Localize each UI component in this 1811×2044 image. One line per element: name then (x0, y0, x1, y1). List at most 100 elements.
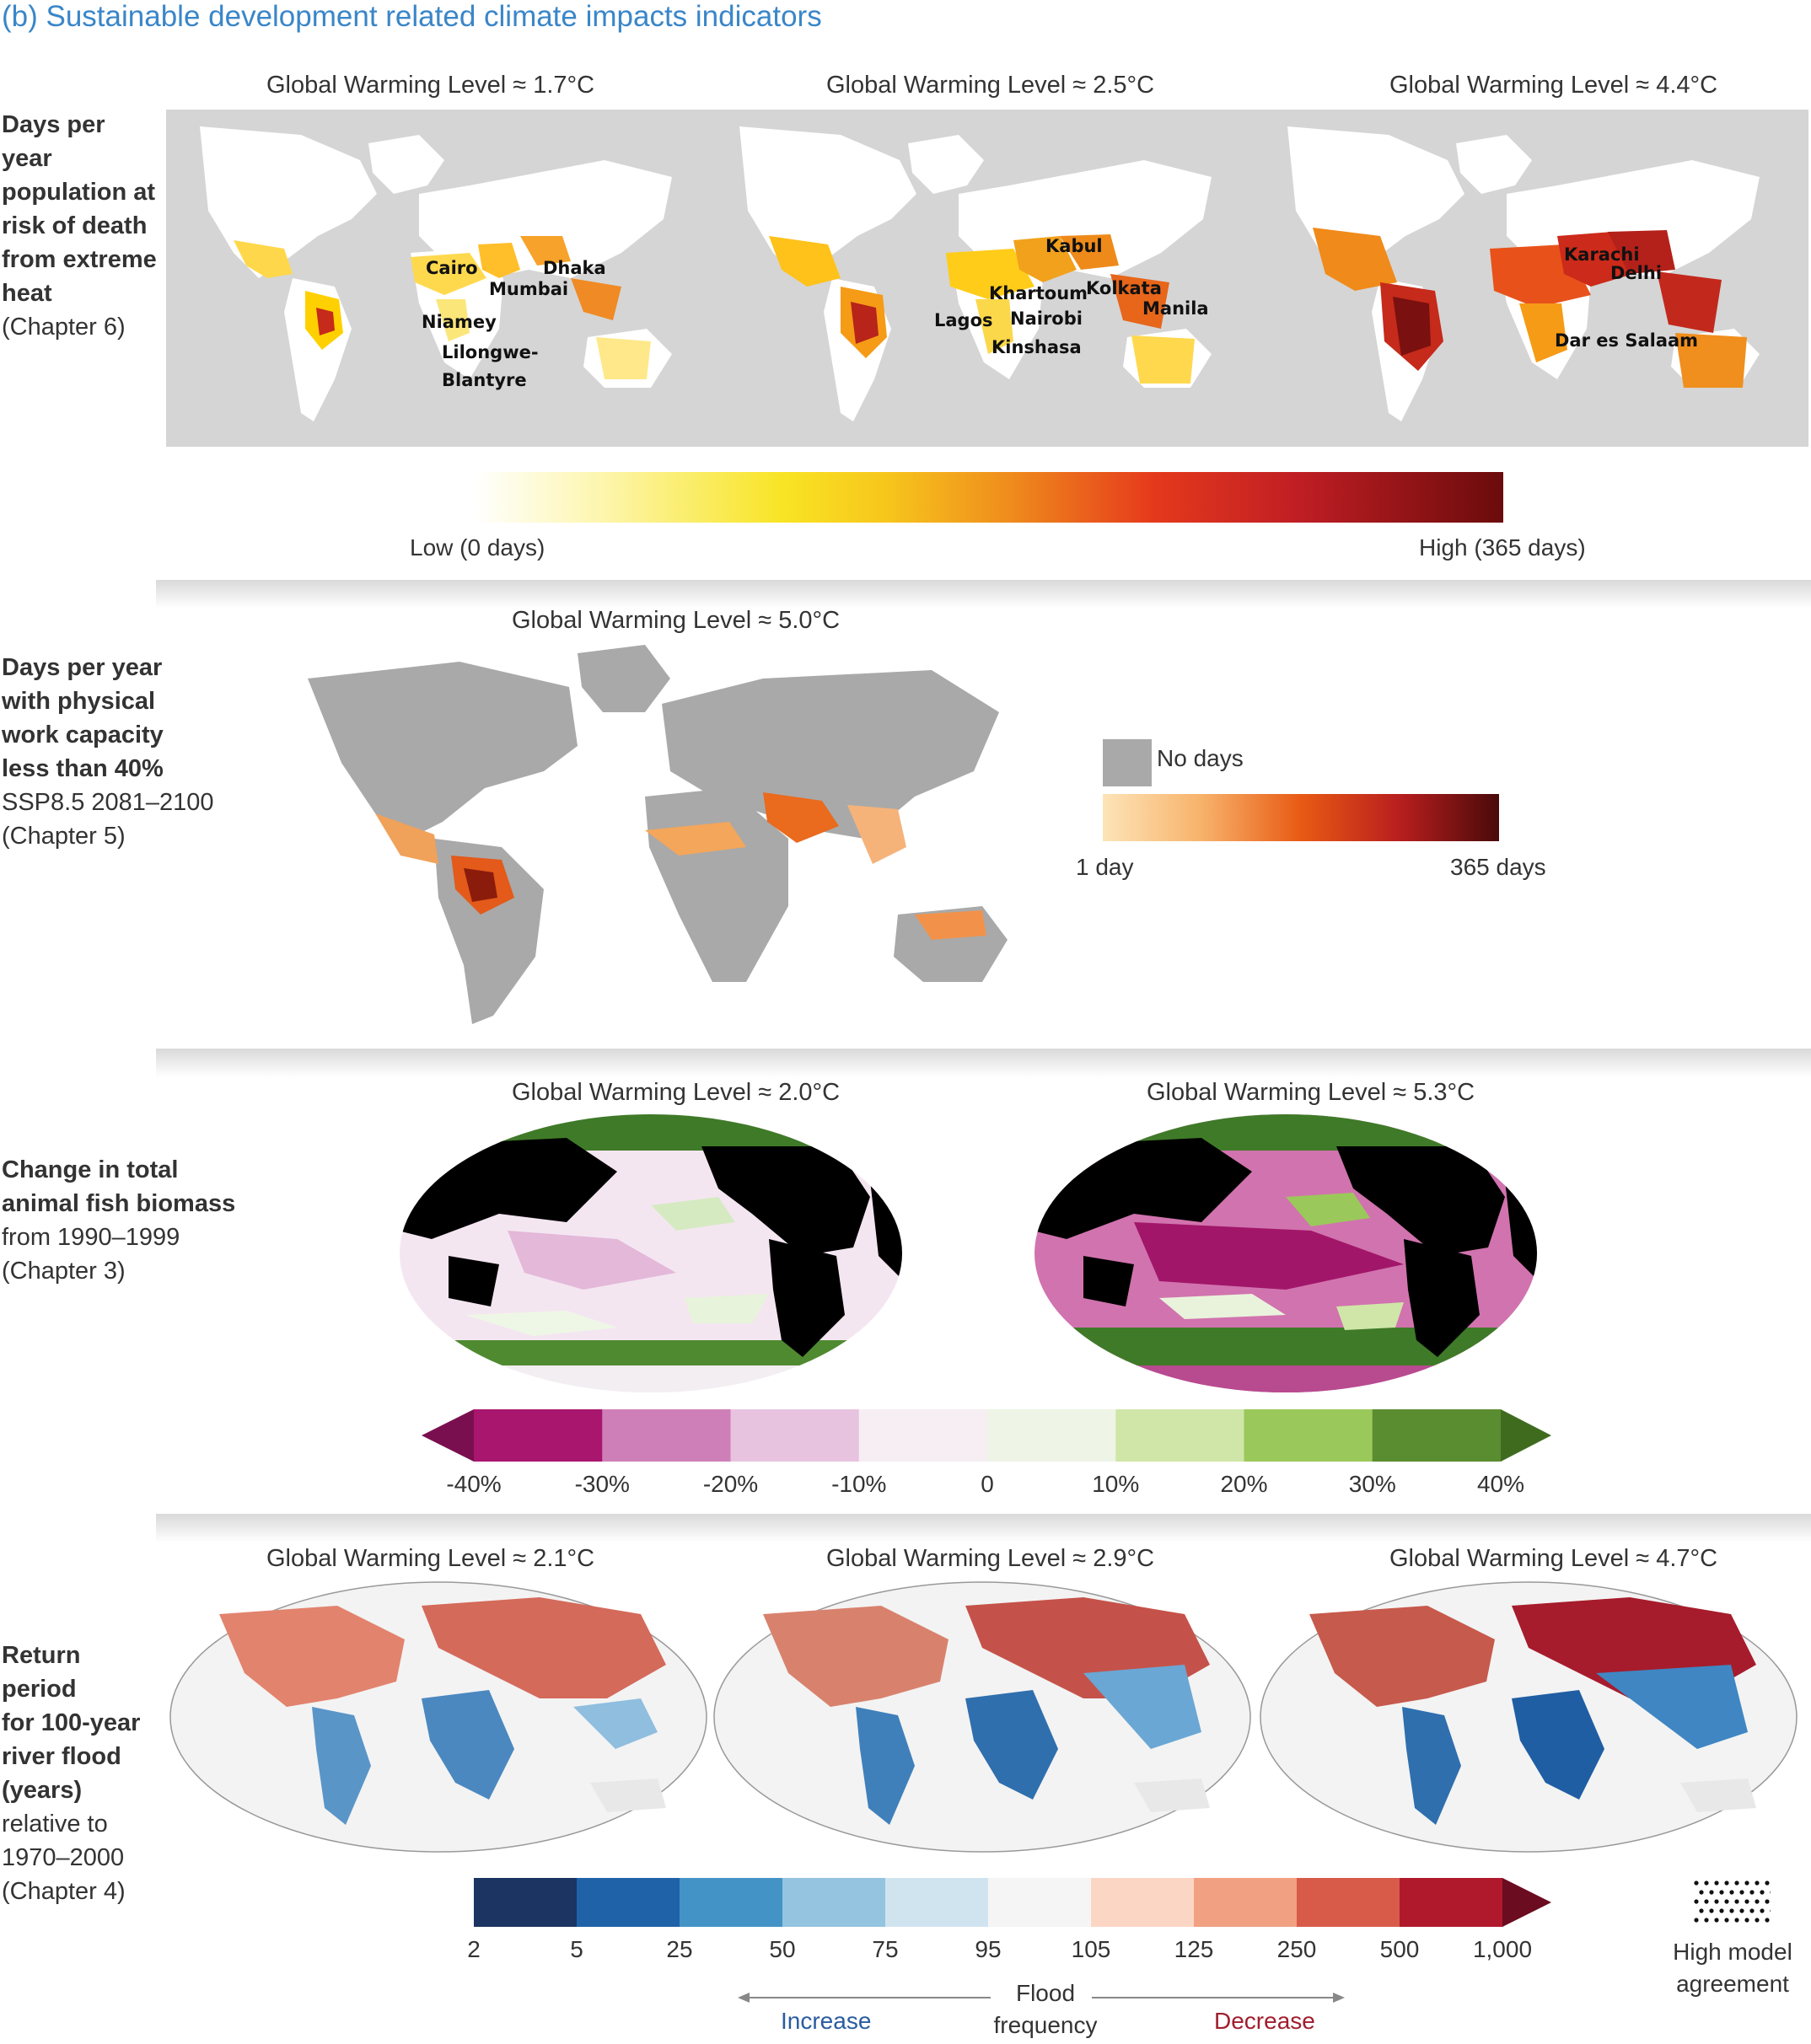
heat-scale-low: Low (0 days) (410, 534, 545, 561)
heat-map-1 (200, 126, 672, 421)
flood-colorbar-cell (1091, 1878, 1195, 1927)
fish-gwl-1: Global Warming Level ≈ 2.0°C (512, 1079, 841, 1106)
fish-map-2 (1034, 1114, 1537, 1392)
flood-colorbar-cell (474, 1878, 578, 1927)
fish-colorbar (422, 1409, 1551, 1462)
fish-tick-label: 10% (1092, 1471, 1140, 1497)
city-label: Manila (1142, 298, 1209, 319)
work-label-line: work capacity (2, 722, 164, 748)
agreement-dot (1714, 1918, 1719, 1923)
no-days-swatch (1103, 739, 1152, 786)
fish-tick-label: 30% (1348, 1471, 1396, 1497)
flood-maps (169, 1581, 1798, 1853)
flood-tick-label: 500 (1379, 1936, 1420, 1962)
work-label-line: with physical (2, 688, 156, 715)
flood-frequency-label: Flood frequency (970, 1977, 1121, 2041)
agreement-dot (1704, 1899, 1709, 1904)
agreement-dot (1724, 1880, 1729, 1886)
row-separator (156, 580, 1811, 609)
heat-label-line: heat (2, 280, 52, 307)
city-label: Blantyre (442, 370, 527, 390)
flood-row-label: Return period for 100-year river flood (… (2, 1639, 162, 1908)
flood-gwl-3: Global Warming Level ≈ 4.7°C (1389, 1545, 1718, 1572)
fish-gwl-2: Global Warming Level ≈ 5.3°C (1147, 1079, 1475, 1106)
agreement-dot (1765, 1899, 1770, 1904)
figure-title: (b) Sustainable development related clim… (2, 0, 822, 33)
heat-gwl-2: Global Warming Level ≈ 2.5°C (826, 72, 1155, 99)
high-agreement-label: High model agreement (1669, 1936, 1796, 2000)
flood-tick-label: 250 (1276, 1936, 1317, 1962)
agreement-dot (1714, 1899, 1719, 1904)
agreement-dot (1755, 1918, 1760, 1923)
fish-colorbar-cell (1244, 1409, 1373, 1462)
agreement-dot (1694, 1918, 1699, 1923)
fish-label-chapter: (Chapter 3) (2, 1258, 126, 1285)
work-gwl: Global Warming Level ≈ 5.0°C (512, 607, 841, 634)
flood-frequency-line: Flood (1015, 1980, 1076, 2006)
fish-tick-label: -10% (831, 1471, 887, 1497)
city-label: Lilongwe- (442, 342, 539, 362)
fish-colorbar-cell (730, 1409, 860, 1462)
flood-colorbar-cell (988, 1878, 1092, 1927)
flood-label-line: for 100-year (2, 1709, 141, 1736)
fish-colorbar-cell (987, 1409, 1116, 1462)
flood-colorbar-cell (577, 1878, 680, 1927)
flood-colorbar-cell (885, 1878, 989, 1927)
fish-colorbar-cell (602, 1409, 731, 1462)
flood-tick-label: 105 (1071, 1936, 1111, 1962)
flood-colorbar-cell (1400, 1878, 1503, 1927)
flood-label-line: river flood (2, 1743, 121, 1770)
agreement-dot (1765, 1880, 1770, 1886)
city-label: Cairo (426, 258, 478, 278)
flood-colorbar-ticks: 2 5 25 50 75 95 105 125 250 500 1,000 (467, 1936, 1551, 1970)
city-label: Kinshasa (991, 337, 1082, 357)
work-label-scenario: SSP8.5 2081–2100 (2, 789, 214, 816)
agreement-dot (1760, 1890, 1765, 1895)
agreement-dot (1744, 1918, 1749, 1923)
work-label-line: Days per year (2, 654, 163, 681)
work-scale-low: 1 day (1076, 854, 1134, 880)
flood-label-line: (years) (2, 1777, 83, 1804)
agreement-dot (1724, 1918, 1729, 1923)
flood-tick-label: 25 (666, 1936, 693, 1962)
heat-colorbar (475, 472, 1503, 523)
city-label: Dhaka (543, 258, 606, 278)
agreement-dot (1734, 1899, 1739, 1904)
flood-frequency-line: frequency (993, 2012, 1098, 2038)
fish-colorbar-cell (1115, 1409, 1244, 1462)
city-label: Mumbai (489, 279, 569, 299)
flood-colorbar-end-high (1502, 1878, 1551, 1927)
agreement-dot (1699, 1890, 1704, 1895)
fish-tick-label: 0 (981, 1471, 994, 1497)
city-label: Nairobi (1010, 308, 1083, 329)
flood-tick-label: 50 (769, 1936, 796, 1962)
agreement-dot (1709, 1890, 1714, 1895)
agreement-dot (1699, 1908, 1704, 1913)
fish-colorbar-end-low (422, 1409, 474, 1462)
fish-map-1 (400, 1114, 902, 1392)
city-label: Kabul (1045, 236, 1103, 256)
agreement-dot (1734, 1918, 1739, 1923)
work-label-chapter: (Chapter 5) (2, 823, 126, 850)
city-label: Kolkata (1086, 278, 1162, 298)
no-days-label: No days (1157, 745, 1244, 771)
flood-increase-label: Increase (781, 2008, 872, 2034)
agreement-dot (1724, 1899, 1729, 1904)
flood-map-1 (169, 1581, 707, 1853)
agreement-dot (1749, 1908, 1755, 1913)
agreement-dot (1729, 1908, 1734, 1913)
heat-label-chapter: (Chapter 6) (2, 314, 126, 341)
agreement-dot (1714, 1880, 1719, 1886)
flood-tick-label: 2 (467, 1936, 481, 1962)
row-separator (156, 1514, 1811, 1542)
fish-label-line: animal fish biomass (2, 1190, 236, 1217)
city-label: Niamey (422, 312, 497, 332)
city-label: Delhi (1610, 263, 1663, 283)
heat-scale-high: High (365 days) (1419, 534, 1586, 561)
fish-tick-label: 20% (1220, 1471, 1268, 1497)
flood-label-line: Return period (2, 1642, 81, 1703)
agreement-dot (1770, 1891, 1771, 1894)
heat-maps-panel (166, 110, 1808, 447)
fish-label-baseline: from 1990–1999 (2, 1224, 180, 1251)
agreement-dot (1694, 1899, 1699, 1904)
